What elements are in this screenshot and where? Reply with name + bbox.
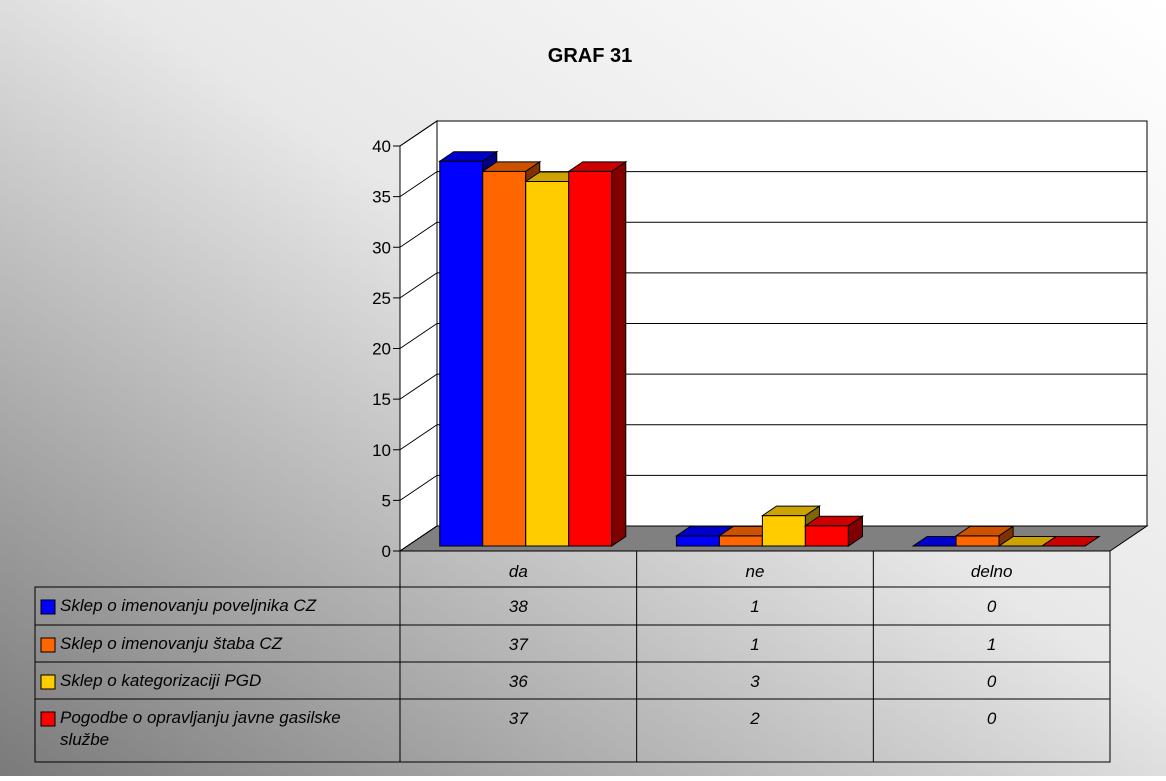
legend-label-box: Sklep o imenovanju štaba CZ: [60, 634, 283, 653]
grid-line: [399, 474, 438, 501]
legend-swatch: [40, 674, 56, 690]
table-value: 0: [987, 672, 997, 691]
table-value: 37: [509, 709, 528, 728]
bar: [954, 525, 1015, 547]
table-value: 37: [509, 635, 528, 654]
legend-label-box: Sklep o kategorizaciji PGD: [60, 671, 262, 690]
bar-front: [955, 535, 1000, 547]
x-tick-label: delno: [971, 562, 1013, 581]
table-value: 1: [750, 635, 759, 654]
y-tick-label: 40: [372, 137, 391, 156]
bar-side: [847, 515, 863, 547]
y-tick-label: 15: [372, 390, 391, 409]
grid-line: [399, 525, 438, 552]
bar: [803, 515, 865, 547]
y-tick-label: 10: [372, 441, 391, 460]
bar-front: [482, 170, 527, 547]
y-tick-label: 35: [372, 188, 391, 207]
table-value: 0: [987, 597, 997, 616]
grid-line: [399, 373, 438, 400]
grid-line: [399, 120, 438, 147]
legend-label: Sklep o imenovanju poveljnika CZ: [60, 596, 317, 615]
legend-label-box: Sklep o imenovanju poveljnika CZ: [60, 596, 317, 615]
bar: [567, 160, 628, 547]
y-tick-label: 20: [372, 340, 391, 359]
table-value: 36: [509, 672, 528, 691]
x-tick-label: ne: [746, 562, 765, 581]
bar-side: [1084, 536, 1100, 547]
bar-front: [675, 535, 720, 547]
x-tick-label: da: [509, 562, 528, 581]
grid-line: [399, 323, 438, 349]
table-frame: [34, 586, 1111, 763]
bar: [1040, 536, 1101, 547]
y-tick-label: 0: [382, 542, 391, 561]
table-value: 1: [987, 635, 996, 654]
bar-front: [568, 170, 613, 547]
bar-front: [525, 181, 570, 547]
grid-line: [399, 424, 438, 451]
y-tick-label: 25: [372, 289, 391, 308]
legend-swatch: [40, 637, 56, 653]
bar-front: [761, 515, 806, 547]
y-tick-label: 5: [382, 491, 391, 510]
grid-line: [399, 171, 438, 198]
legend-label: Sklep o imenovanju štaba CZ: [60, 634, 283, 653]
legend-label-box: Pogodbe o opravljanju javne gasilske slu…: [60, 708, 341, 749]
legend-swatch: [40, 599, 56, 615]
chart-title: GRAF 31: [548, 45, 632, 67]
table-value: 1: [750, 597, 759, 616]
bar-side: [611, 160, 627, 547]
grid-line: [399, 221, 438, 248]
table-value: 38: [509, 597, 528, 616]
grid-line: [399, 272, 438, 299]
y-tick-label: 30: [372, 238, 391, 257]
bar-front: [804, 525, 849, 547]
bar-front: [718, 535, 763, 547]
bar-front: [439, 160, 484, 547]
legend-label: Pogodbe o opravljanju javne gasilske slu…: [60, 708, 341, 749]
table-value: 3: [750, 672, 760, 691]
table-value: 2: [749, 709, 760, 728]
legend-label: Sklep o kategorizaciji PGD: [60, 671, 262, 690]
table-value: 0: [987, 709, 997, 728]
legend-swatch: [40, 711, 56, 727]
